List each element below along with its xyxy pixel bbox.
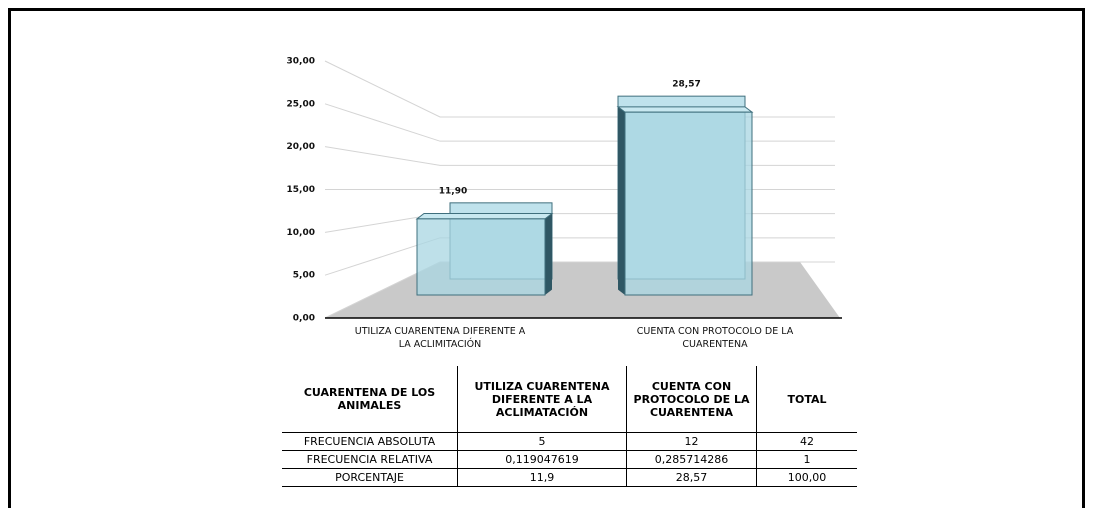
- table-cell: 0,285714286: [626, 450, 757, 469]
- header-row: CUARENTENA DE LOS ANIMALES UTILIZA CUAREN…: [282, 366, 857, 433]
- y-tick-label: 20,00: [287, 142, 315, 152]
- grid-line: [324, 213, 835, 233]
- table-row: FRECUENCIA RELATIVA 0,119047619 0,28571428…: [282, 450, 857, 469]
- header-cell: CUARENTENA DE LOS ANIMALES: [282, 366, 458, 433]
- table-cell: 42: [756, 432, 857, 451]
- grid-line: [324, 60, 835, 118]
- y-tick-label: 25,00: [287, 99, 315, 109]
- table-cell: 0,119047619: [457, 450, 627, 469]
- table-row: PORCENTAJE 11,9 28,57 100,00: [282, 468, 857, 487]
- table-cell: 100,00: [756, 468, 857, 487]
- bar-top: [415, 213, 554, 220]
- y-tick-label: 15,00: [287, 185, 315, 195]
- bar-top: [616, 106, 754, 113]
- frame: [8, 8, 1085, 508]
- table-cell: 1: [756, 450, 857, 469]
- data-table: CUARENTENA DE LOS ANIMALES UTILIZA CUAREN…: [282, 366, 857, 487]
- x-tick-label: UTILIZA CUARENTENA DIFERENTE A LA ACLIMI…: [354, 326, 526, 350]
- floor: [325, 262, 840, 318]
- y-tick-label: 5,00: [293, 271, 315, 281]
- y-tick-label: 0,00: [293, 314, 315, 324]
- table-cell: FRECUENCIA ABSOLUTA: [282, 432, 458, 451]
- grid-line: [324, 146, 835, 166]
- table-row: FRECUENCIA ABSOLUTA 5 12 42: [282, 432, 857, 451]
- grid-line: [324, 103, 835, 142]
- table-cell: FRECUENCIA RELATIVA: [282, 450, 458, 469]
- bar: [416, 218, 546, 296]
- data-label: 11,90: [439, 186, 467, 196]
- bar-side: [618, 106, 625, 295]
- x-tick-label: CUENTA CON PROTOCOLO DE LA CUARENTENA: [636, 326, 794, 350]
- header-cell: CUENTA CON PROTOCOLO DE LA CUARENTENA: [626, 366, 757, 433]
- table-cell: PORCENTAJE: [282, 468, 458, 487]
- data-label: 28,57: [672, 80, 700, 90]
- table-cell: 12: [626, 432, 757, 451]
- bar-side: [545, 213, 552, 295]
- y-tick-label: 30,00: [287, 57, 315, 67]
- y-tick-label: 10,00: [287, 228, 315, 238]
- bar: [624, 111, 753, 296]
- header-cell: TOTAL: [756, 366, 857, 433]
- table-cell: 5: [457, 432, 627, 451]
- header-cell: UTILIZA CUARENTENA DIFERENTE A LA ACLIMA…: [457, 366, 627, 433]
- table-cell: 11,9: [457, 468, 627, 487]
- table-cell: 28,57: [626, 468, 757, 487]
